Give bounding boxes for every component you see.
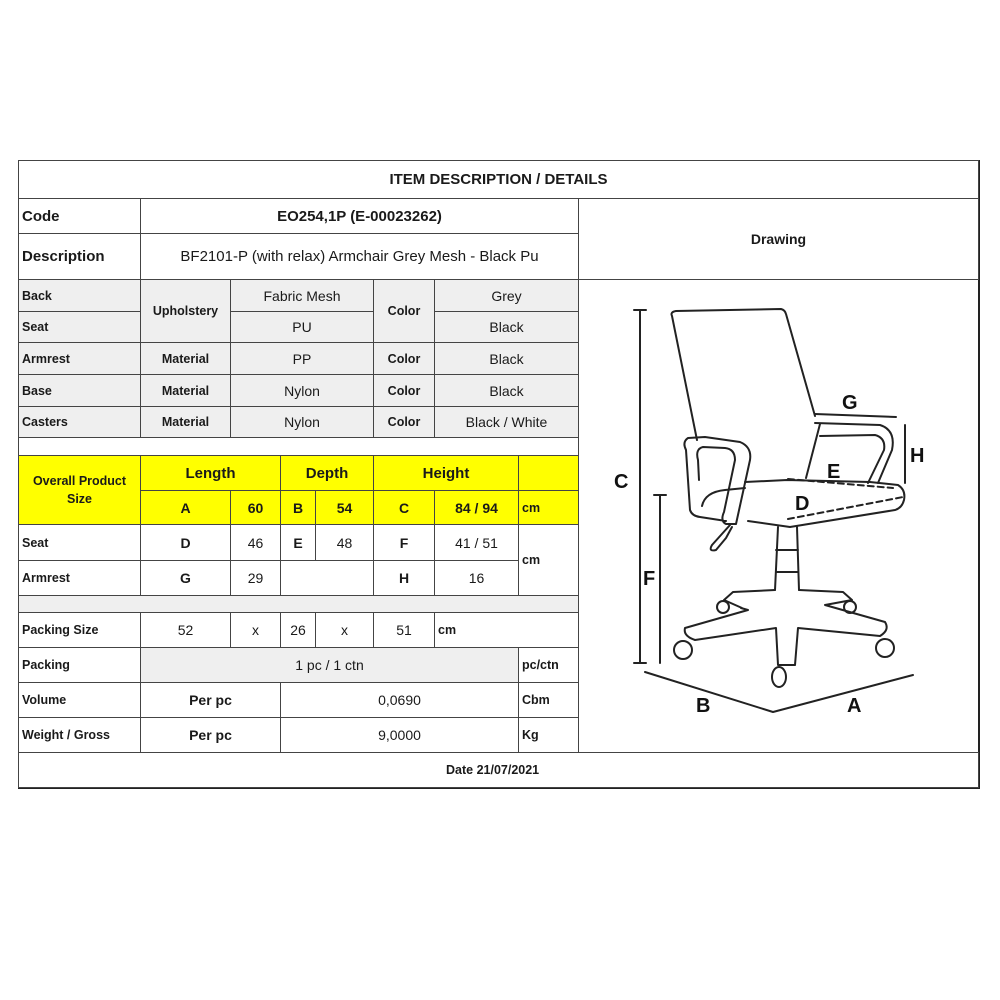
material-part: Casters (18, 406, 141, 438)
left-armrest (683, 436, 752, 525)
color-value: Black (434, 311, 579, 343)
color-value: Grey (434, 279, 579, 312)
code-value: EO254,1P (E-00023262) (140, 198, 579, 234)
overall-size-label: Overall Product Size (18, 455, 141, 525)
dim-h-value: 16 (434, 560, 519, 596)
volume-value: 0,0690 (280, 682, 519, 718)
caster (843, 600, 857, 614)
material-value: Fabric Mesh (230, 279, 374, 312)
dim-d-letter: D (140, 524, 231, 561)
material-value: Nylon (230, 406, 374, 438)
volume-unit: Cbm (518, 682, 579, 718)
dim-f-value: 41 / 51 (434, 524, 519, 561)
dim-line-b-a (644, 671, 914, 713)
packing-unit: pc/ctn (518, 647, 579, 683)
dim-h-letter: H (373, 560, 435, 596)
dim-line-d (787, 496, 904, 520)
material-type: Material (140, 406, 231, 438)
caster (771, 666, 787, 688)
dim-line-g (814, 413, 897, 418)
weight-unit: Kg (518, 717, 579, 753)
material-value: PU (230, 311, 374, 343)
volume-label: Volume (18, 682, 141, 718)
dim-label-d: D (795, 493, 809, 515)
dim-line-e (787, 478, 894, 489)
dim-label-c: C (614, 471, 628, 493)
length-header: Length (140, 455, 281, 491)
material-type: Upholstery (140, 279, 231, 343)
material-type: Material (140, 342, 231, 375)
times-sign: x (230, 612, 281, 648)
material-value: PP (230, 342, 374, 375)
dim-c-value: 84 / 94 (434, 490, 519, 525)
dim-b-letter: B (280, 490, 316, 525)
dim-d-value: 46 (230, 524, 281, 561)
caster (875, 638, 895, 658)
packing-height: 51 (373, 612, 435, 648)
right-armrest (814, 422, 894, 484)
backrest (670, 308, 821, 479)
color-value: Black (434, 374, 579, 407)
height-header: Height (373, 455, 519, 491)
material-part: Back (18, 279, 141, 312)
description-value: BF2101-P (with relax) Armchair Grey Mesh… (140, 233, 579, 280)
material-part: Base (18, 374, 141, 407)
seat-cushion (701, 479, 906, 528)
dim-label-h: H (910, 445, 924, 467)
dim-label-b: B (696, 695, 710, 717)
packing-length: 52 (140, 612, 231, 648)
date-cell: Date 21/07/2021 (18, 752, 979, 788)
dim-label-f: F (643, 568, 655, 590)
dim-g-letter: G (140, 560, 231, 596)
chair-base (683, 589, 888, 666)
lift-lever (709, 524, 733, 552)
gas-column (774, 526, 800, 591)
dim-g-value: 29 (230, 560, 281, 596)
dim-label-a: A (847, 695, 861, 717)
unit-header (518, 455, 579, 491)
caster (716, 600, 730, 614)
caster (673, 640, 693, 660)
volume-per: Per pc (140, 682, 281, 718)
dim-label-e: E (827, 461, 840, 483)
material-type: Material (140, 374, 231, 407)
weight-value: 9,0000 (280, 717, 519, 753)
dim-label-g: G (842, 392, 858, 414)
weight-label: Weight / Gross (18, 717, 141, 753)
dim-f-letter: F (373, 524, 435, 561)
dim-c-letter: C (373, 490, 435, 525)
packing-value: 1 pc / 1 ctn (140, 647, 519, 683)
drawing-label: Drawing (578, 198, 979, 280)
color-value: Black (434, 342, 579, 375)
overall-unit: cm (518, 490, 579, 525)
weight-per: Per pc (140, 717, 281, 753)
packing-size-unit: cm (434, 612, 579, 648)
color-value: Black / White (434, 406, 579, 438)
